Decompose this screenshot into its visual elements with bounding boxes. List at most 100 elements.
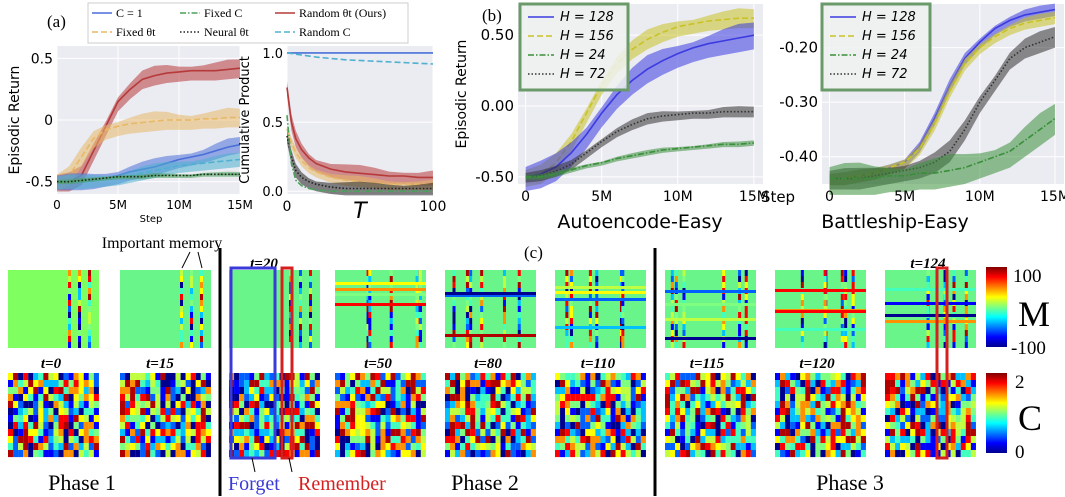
- memory-cell: [952, 342, 956, 348]
- forget-cell: [475, 429, 481, 437]
- memory-cell: [368, 294, 372, 300]
- forget-cell: [565, 373, 571, 381]
- forget-cell: [905, 443, 911, 451]
- memory-cell: [517, 300, 521, 306]
- forget-cell: [345, 380, 351, 388]
- forget-cell: [239, 443, 245, 451]
- forget-cell: [920, 408, 926, 416]
- forget-cell: [730, 429, 736, 437]
- memory-cell: [840, 342, 844, 348]
- memory-cell: [565, 306, 569, 312]
- forget-cell: [234, 380, 240, 388]
- forget-cell: [505, 387, 511, 395]
- forget-cell: [615, 373, 621, 381]
- memory-cell: [78, 336, 81, 342]
- forget-cell: [800, 401, 806, 409]
- forget-cell: [93, 443, 99, 451]
- forget-cell: [940, 394, 946, 402]
- forget-cell: [690, 443, 696, 451]
- forget-cell: [180, 429, 186, 437]
- forget-cell: [294, 408, 300, 416]
- memory-cell: [926, 294, 930, 300]
- forget-cell: [400, 387, 406, 395]
- forget-cell: [820, 380, 826, 388]
- forget-cell: [165, 436, 171, 444]
- forget-cell: [855, 436, 861, 444]
- forget-cell: [205, 436, 211, 444]
- forget-cell: [304, 373, 310, 381]
- forget-cell: [695, 380, 701, 388]
- forget-cell: [955, 401, 961, 409]
- forget-cell: [920, 436, 926, 444]
- forget-cell: [555, 436, 561, 444]
- forget-cell: [274, 450, 280, 458]
- forget-cell: [910, 436, 916, 444]
- forget-cell: [515, 373, 521, 381]
- forget-cell: [805, 422, 811, 430]
- forget-cell: [480, 394, 486, 402]
- forget-cell: [249, 373, 255, 381]
- forget-cell: [405, 450, 411, 458]
- forget-cell: [254, 450, 260, 458]
- memory-cell: [452, 288, 456, 294]
- memory-cell: [588, 294, 592, 300]
- forget-cell: [915, 436, 921, 444]
- forget-cell: [234, 387, 240, 395]
- memory-cell: [738, 306, 742, 312]
- forget-cell: [905, 436, 911, 444]
- forget-cell: [83, 401, 89, 409]
- forget-cell: [385, 415, 391, 423]
- forget-cell: [910, 387, 916, 395]
- forget-cell: [920, 373, 926, 381]
- forget-cell: [23, 443, 29, 451]
- forget-cell: [670, 373, 676, 381]
- forget-cell: [140, 422, 146, 430]
- memory-cell: [682, 270, 686, 276]
- forget-cell: [580, 429, 586, 437]
- forget-cell: [700, 380, 706, 388]
- forget-cell: [299, 436, 305, 444]
- forget-cell: [78, 373, 84, 381]
- forget-cell: [620, 422, 626, 430]
- series-line-fixed_c: [57, 173, 240, 183]
- forget-cell: [565, 387, 571, 395]
- forget-cell: [840, 429, 846, 437]
- forget-cell: [925, 415, 931, 423]
- memory-cell: [190, 330, 193, 336]
- forget-cell: [805, 429, 811, 437]
- forget-cell: [500, 380, 506, 388]
- forget-cell: [475, 450, 481, 458]
- forget-cell: [269, 394, 275, 402]
- memory-cell: [588, 270, 592, 276]
- forget-cell: [130, 394, 136, 402]
- forget-cell: [580, 380, 586, 388]
- forget-cell: [495, 436, 501, 444]
- memory-cell: [744, 342, 748, 348]
- memory-cell: [418, 330, 422, 336]
- memory-cell: [415, 294, 419, 300]
- forget-cell: [190, 408, 196, 416]
- memory-row: [775, 289, 866, 292]
- memory-cell: [926, 324, 930, 330]
- memory-cell: [68, 336, 71, 342]
- forget-cell: [88, 380, 94, 388]
- forget-cell: [340, 394, 346, 402]
- forget-cell: [73, 401, 79, 409]
- memory-cell: [465, 270, 469, 276]
- forget-cell: [304, 394, 310, 402]
- memory-cell: [190, 276, 193, 282]
- forget-cell: [180, 401, 186, 409]
- forget-cell: [860, 394, 866, 402]
- forget-cell: [83, 436, 89, 444]
- timestep-label: t=15: [146, 356, 174, 372]
- colorbar-m-min: -100: [1011, 338, 1046, 359]
- forget-cell: [140, 387, 146, 395]
- memory-cell: [682, 276, 686, 282]
- memory-cell: [569, 282, 573, 288]
- forget-cell: [83, 443, 89, 451]
- forget-cell: [43, 436, 49, 444]
- forget-cell: [345, 443, 351, 451]
- memory-cell: [565, 294, 569, 300]
- forget-cell: [745, 387, 751, 395]
